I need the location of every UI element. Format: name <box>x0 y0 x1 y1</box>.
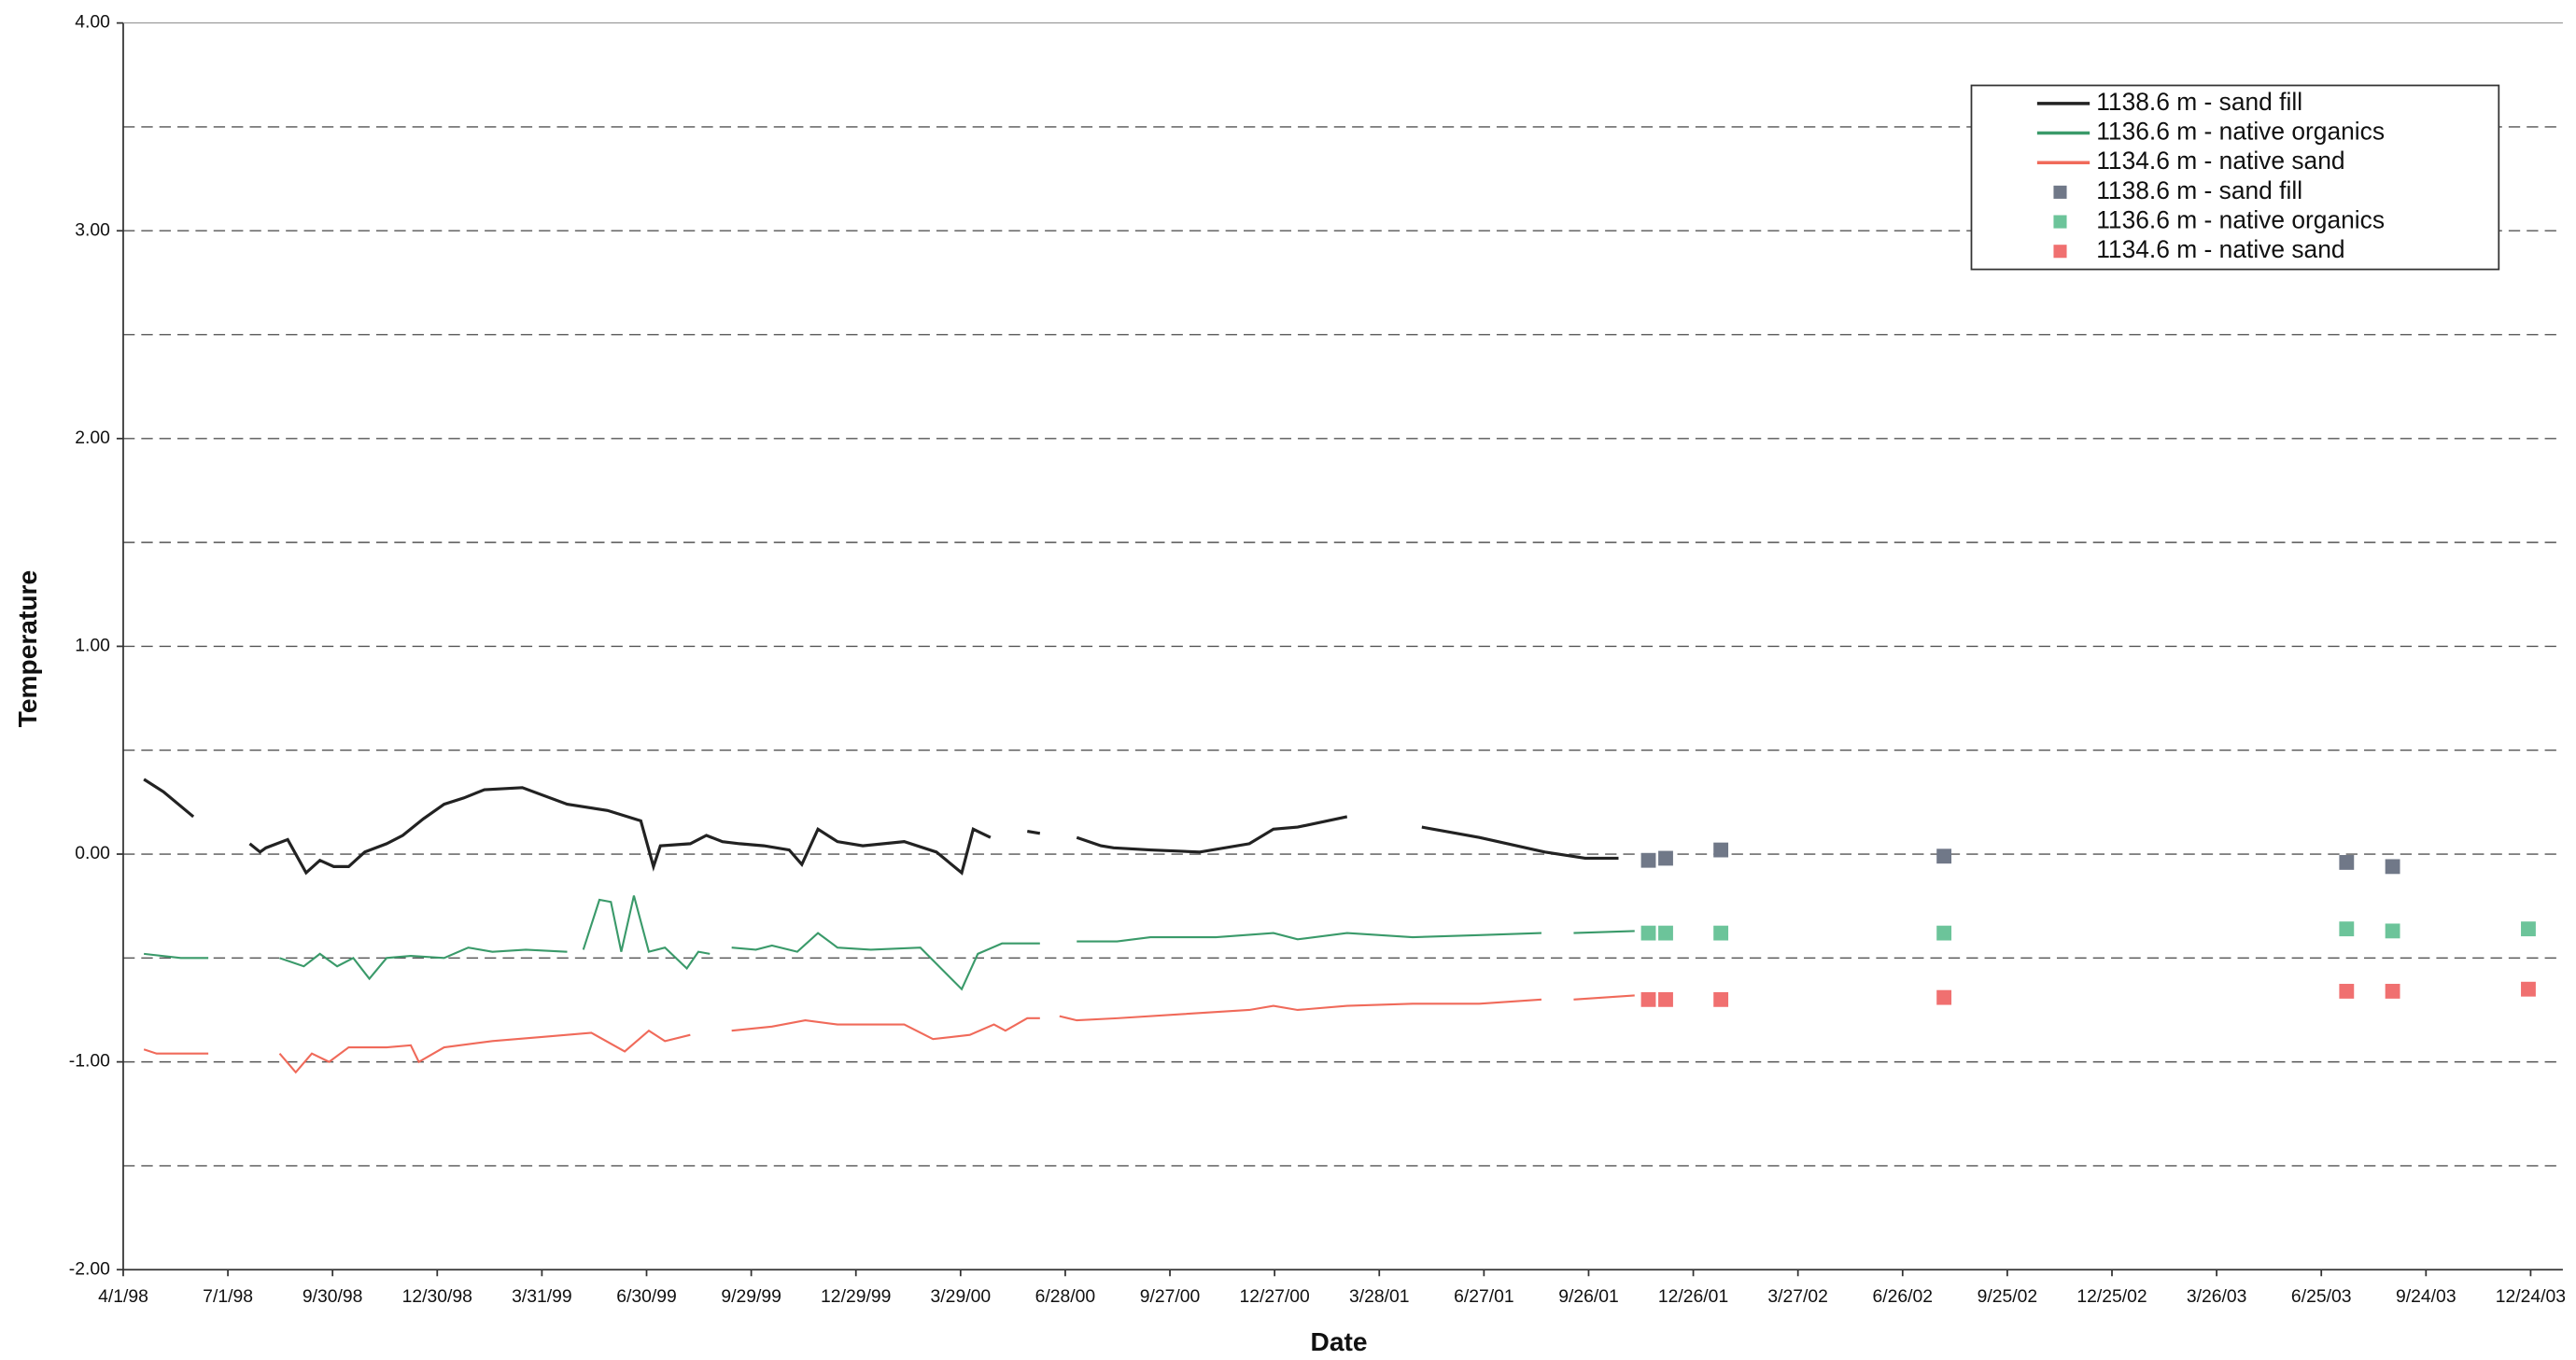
legend-label: 1136.6 m - native organics <box>2096 206 2385 234</box>
legend-label: 1138.6 m - sand fill <box>2096 88 2302 116</box>
x-tick-label: 6/30/99 <box>616 1286 677 1307</box>
data-line <box>143 778 1619 876</box>
x-tick-label: 12/26/01 <box>1658 1286 1728 1307</box>
x-tick-label: 9/30/98 <box>303 1286 363 1307</box>
data-point <box>1936 989 1952 1005</box>
y-tick-label: 3.00 <box>75 219 110 240</box>
data-point <box>1640 852 1656 868</box>
data-line <box>143 994 1635 1074</box>
x-tick-label: 12/25/02 <box>2076 1286 2147 1307</box>
x-tick-label: 4/1/98 <box>98 1286 148 1307</box>
x-tick-label: 3/27/02 <box>1767 1286 1828 1307</box>
y-tick-label: 1.00 <box>75 636 110 656</box>
data-point <box>2385 859 2400 875</box>
x-tick-label: 9/27/00 <box>1140 1286 1201 1307</box>
data-point <box>2521 981 2536 997</box>
legend-marker <box>2053 245 2067 259</box>
data-point <box>1713 842 1729 858</box>
y-tick-label: 2.00 <box>75 428 110 448</box>
y-tick-label: 0.00 <box>75 843 110 863</box>
x-tick-label: 12/29/99 <box>821 1286 891 1307</box>
legend-box <box>1970 84 2500 271</box>
legend-label: 1134.6 m - native sand <box>2096 147 2344 175</box>
x-tick-label: 3/26/03 <box>2187 1286 2247 1307</box>
legend-marker <box>2053 185 2067 199</box>
x-tick-label: 6/28/00 <box>1035 1286 1096 1307</box>
y-tick-label: 4.00 <box>75 12 110 33</box>
x-tick-label: 9/29/99 <box>721 1286 781 1307</box>
x-tick-label: 12/24/03 <box>2496 1286 2566 1307</box>
x-axis-title: Date <box>1311 1327 1368 1356</box>
data-line <box>144 895 1635 991</box>
legend-label: 1136.6 m - native organics <box>2096 118 2385 146</box>
data-point <box>2339 855 2355 870</box>
x-tick-label: 6/25/03 <box>2291 1286 2352 1307</box>
data-point <box>1936 925 1952 941</box>
x-tick-label: 9/26/01 <box>1558 1286 1619 1307</box>
legend-label: 1138.6 m - sand fill <box>2096 176 2302 204</box>
data-point <box>1658 850 1673 866</box>
x-tick-label: 6/26/02 <box>1873 1286 1934 1307</box>
data-point <box>2339 984 2355 999</box>
data-point <box>1640 991 1656 1007</box>
x-tick-label: 7/1/98 <box>203 1286 253 1307</box>
data-point <box>2339 921 2355 937</box>
x-tick-label: 9/24/03 <box>2396 1286 2456 1307</box>
x-tick-label: 12/27/00 <box>1239 1286 1309 1307</box>
x-tick-label: 6/27/01 <box>1454 1286 1514 1307</box>
x-tick-label: 9/25/02 <box>1978 1286 2038 1307</box>
x-tick-label: 3/28/01 <box>1349 1286 1410 1307</box>
data-point <box>1658 925 1673 941</box>
data-point <box>2385 923 2400 939</box>
x-tick-label: 3/31/99 <box>512 1286 572 1307</box>
x-tick-label: 3/29/00 <box>931 1286 992 1307</box>
data-point <box>1713 925 1729 941</box>
legend-label: 1134.6 m - native sand <box>2096 235 2344 263</box>
data-point <box>2385 984 2400 999</box>
y-tick-label: -1.00 <box>69 1051 110 1072</box>
legend-marker <box>2053 215 2067 229</box>
x-tick-label: 12/30/98 <box>402 1286 472 1307</box>
y-axis-title: Temperature <box>13 570 42 727</box>
data-point <box>2521 921 2536 937</box>
data-point <box>1936 848 1952 864</box>
data-point <box>1640 925 1656 941</box>
y-tick-label: -2.00 <box>69 1258 110 1279</box>
data-point <box>1713 991 1729 1007</box>
data-point <box>1658 991 1673 1007</box>
